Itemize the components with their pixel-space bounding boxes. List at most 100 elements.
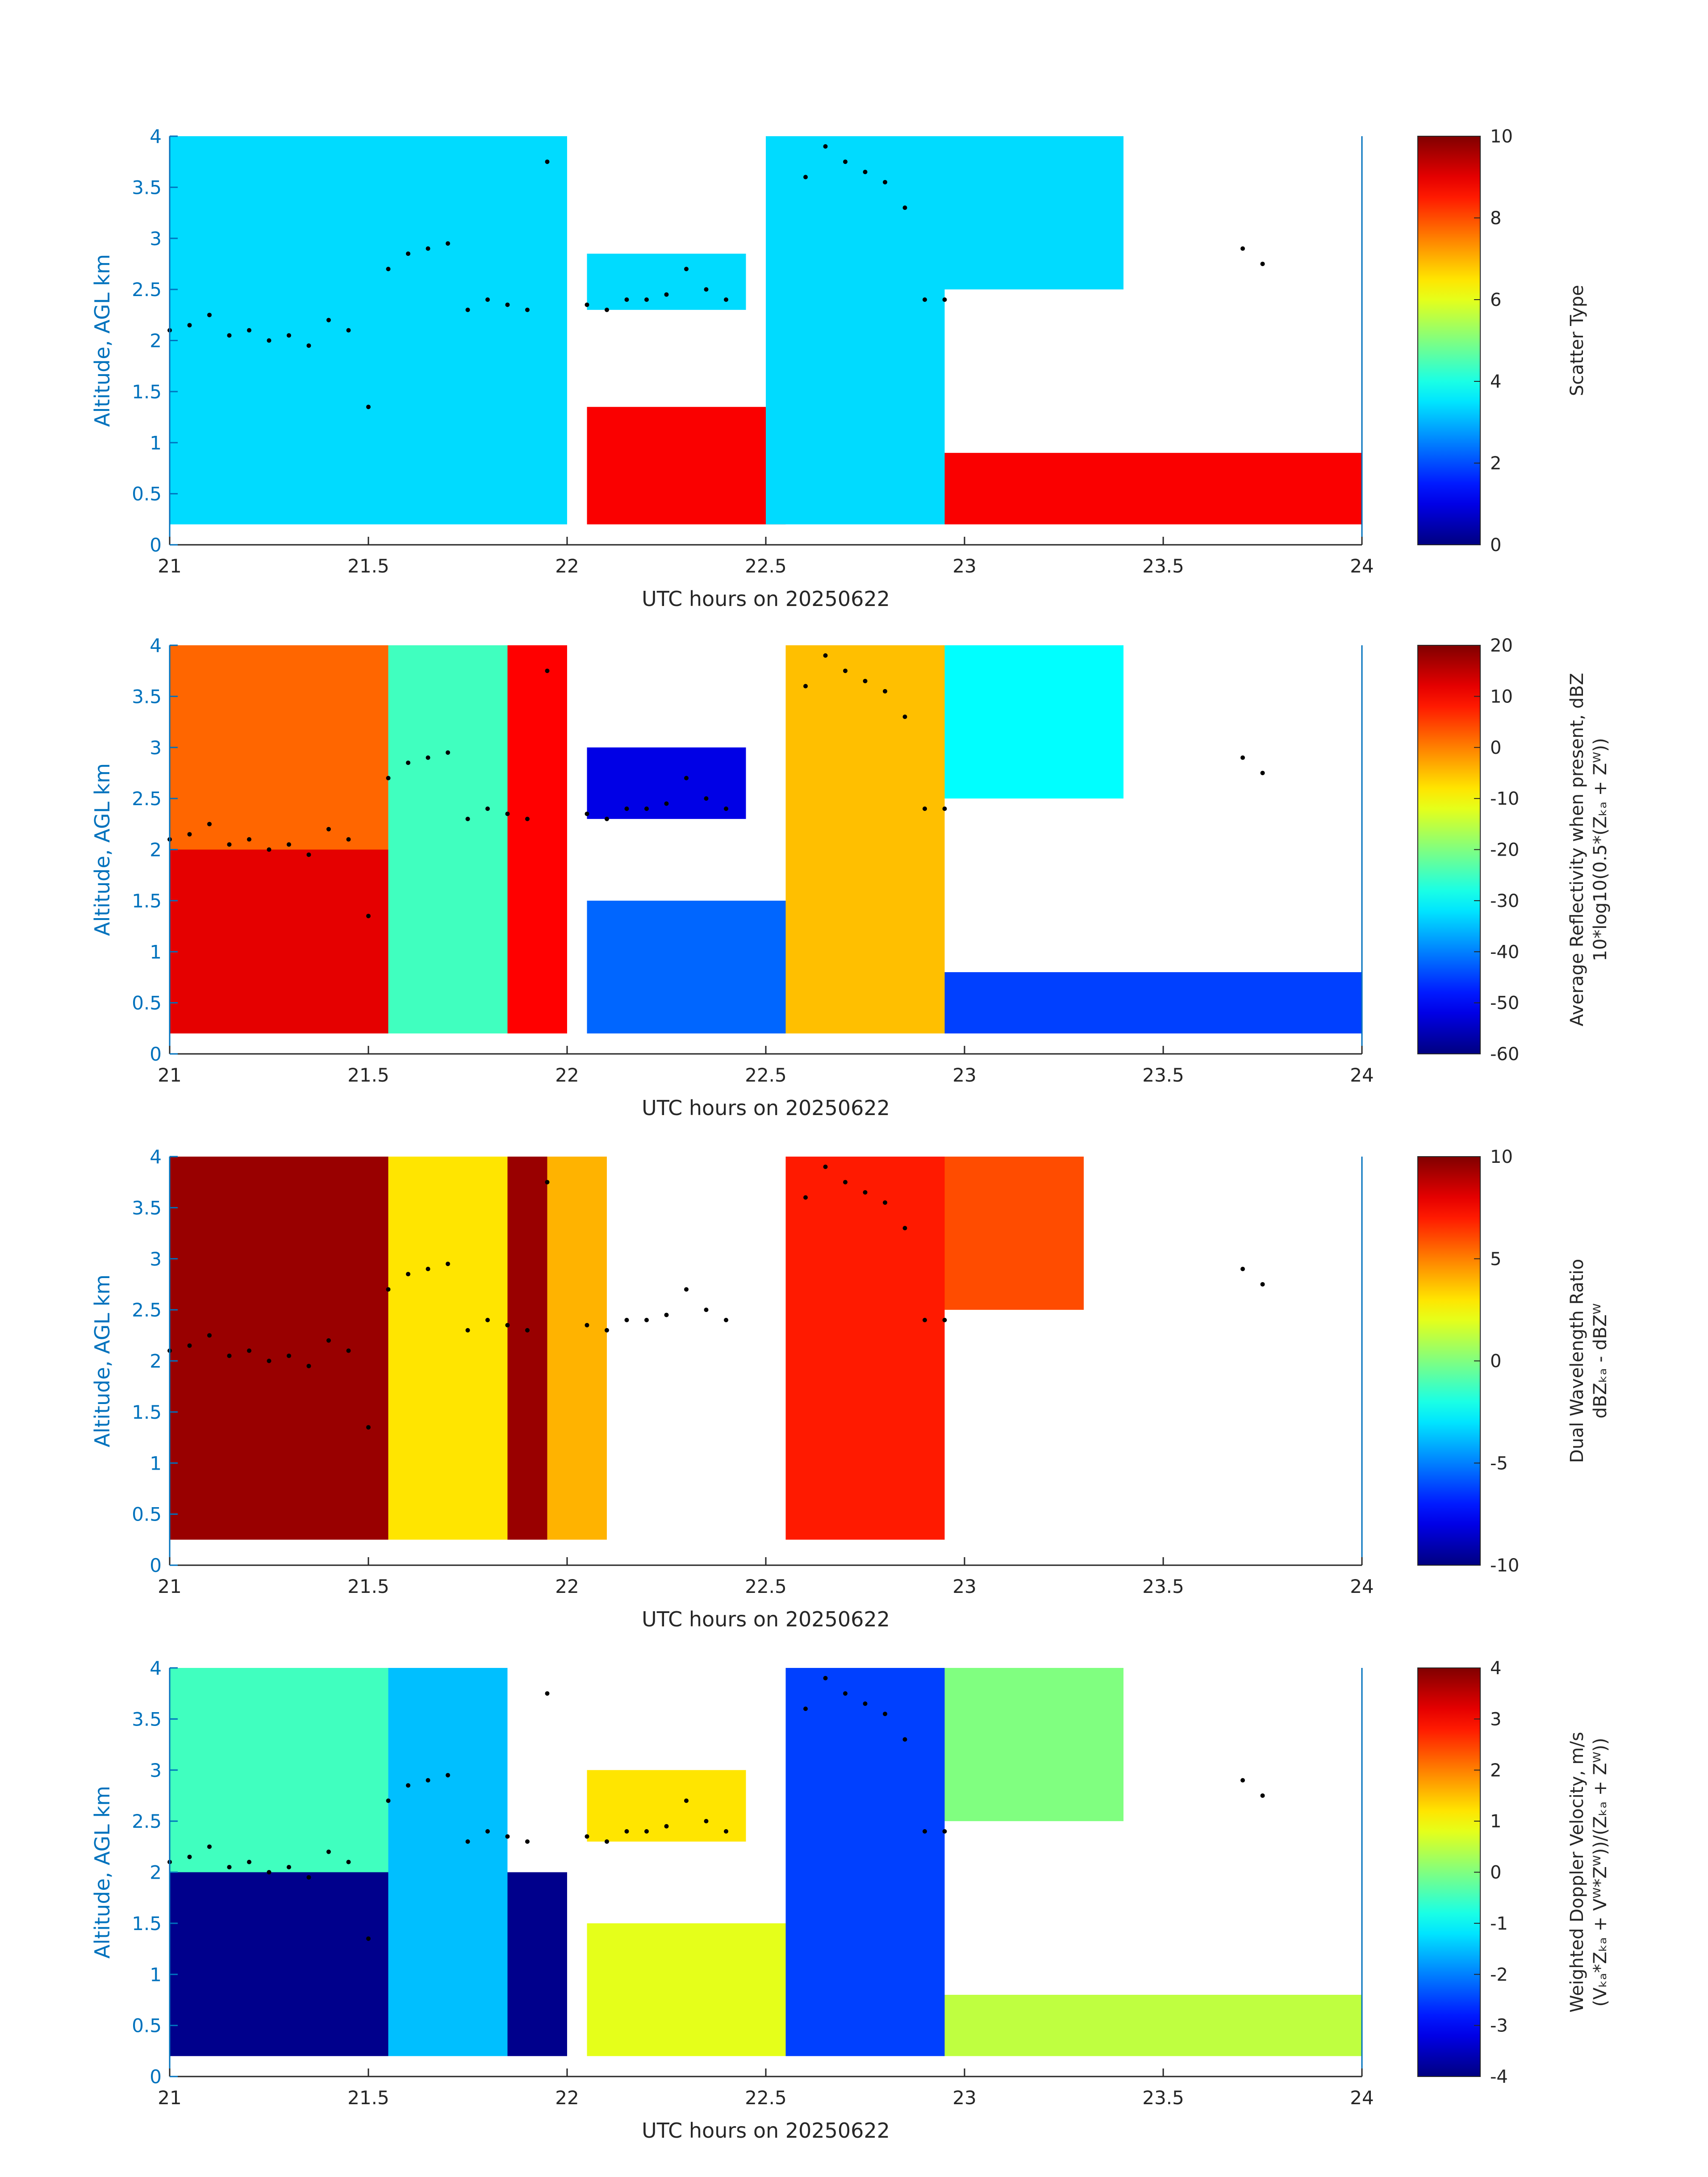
- y-tick-label: 1: [150, 941, 162, 963]
- cloud-top-marker: [505, 811, 510, 816]
- data-region-2: [388, 1157, 508, 1540]
- y-tick-label: 1.5: [132, 890, 162, 912]
- cloud-top-marker: [843, 669, 848, 673]
- cloud-top-marker: [704, 1819, 709, 1824]
- colorbar-tick-label: 4: [1490, 1658, 1501, 1679]
- cloud-top-marker: [724, 806, 728, 811]
- cloud-top-marker: [207, 1844, 212, 1849]
- cloud-top-marker: [1260, 261, 1265, 266]
- cloud-top-marker: [664, 1824, 669, 1829]
- cloud-top-marker: [247, 1348, 251, 1353]
- cloud-top-marker: [525, 1839, 530, 1844]
- colorbar: [1417, 1156, 1481, 1566]
- colorbar-tick-label: -30: [1490, 891, 1519, 911]
- cloud-top-marker: [267, 847, 271, 852]
- colorbar-tick-label: -1: [1490, 1914, 1508, 1934]
- y-axis-label: Altitude, AGL km: [90, 763, 114, 936]
- x-tick-label: 24: [1350, 2087, 1374, 2109]
- data-region-5: [587, 1770, 746, 1842]
- cloud-top-marker: [724, 1829, 728, 1834]
- cloud-top-marker: [406, 1783, 410, 1788]
- colorbar-tick-label: 0: [1490, 535, 1501, 556]
- cloud-top-marker: [485, 297, 490, 302]
- y-tick-label: 1: [150, 1452, 162, 1474]
- cloud-top-marker: [644, 1318, 649, 1322]
- cloud-top-marker: [1240, 1266, 1245, 1271]
- cloud-top-marker: [346, 1859, 351, 1864]
- colorbar-label: Dual Wavelength Ratio: [1567, 1259, 1587, 1463]
- cloud-top-marker: [823, 653, 828, 658]
- x-tick-label: 23: [952, 2087, 976, 2109]
- heatmap-panel-1: 21 21.5 22 22.5 23 23.5 2400.511.522.533.54UTC…: [90, 125, 1587, 611]
- cloud-top-marker: [605, 816, 609, 821]
- cloud-top-marker: [942, 1829, 947, 1834]
- data-region-3: [388, 1668, 508, 2056]
- data-region-4: [766, 136, 945, 525]
- cloud-top-marker: [187, 832, 192, 837]
- y-axis-label: Altitude, AGL km: [90, 1786, 114, 1959]
- cloud-top-marker: [267, 1358, 271, 1363]
- cloud-top-marker: [287, 1865, 291, 1870]
- x-tick-label: 21: [158, 2087, 181, 2109]
- cloud-top-marker: [247, 1859, 251, 1864]
- cloud-top-marker: [545, 669, 550, 673]
- cloud-top-marker: [326, 318, 331, 322]
- y-tick-label: 4: [150, 635, 162, 656]
- cloud-top-marker: [724, 1318, 728, 1322]
- cloud-top-marker: [624, 806, 629, 811]
- cloud-top-marker: [346, 1348, 351, 1353]
- y-tick-label: 2.5: [132, 788, 162, 810]
- x-tick-label: 22: [555, 555, 579, 577]
- cloud-top-marker: [326, 1338, 331, 1343]
- data-region-3: [388, 645, 508, 1034]
- cloud-top-marker: [306, 343, 311, 348]
- cloud-top-marker: [326, 827, 331, 832]
- data-region-9: [944, 645, 1123, 799]
- y-tick-label: 0: [150, 1043, 162, 1065]
- y-tick-label: 3.5: [132, 685, 162, 707]
- cloud-top-marker: [942, 806, 947, 811]
- x-tick-label: 22: [555, 1575, 579, 1597]
- cloud-top-marker: [883, 1200, 887, 1205]
- cloud-top-marker: [406, 1272, 410, 1277]
- y-tick-label: 2: [150, 839, 162, 861]
- data-region-1: [170, 1157, 388, 1540]
- cloud-top-marker: [823, 1676, 828, 1680]
- cloud-top-marker: [624, 1318, 629, 1322]
- cloud-top-marker: [902, 715, 907, 719]
- cloud-top-marker: [1260, 1282, 1265, 1287]
- y-tick-label: 0.5: [132, 2015, 162, 2037]
- x-tick-label: 24: [1350, 1575, 1374, 1597]
- cloud-top-marker: [426, 1266, 430, 1271]
- cloud-top-marker: [306, 1875, 311, 1880]
- cloud-top-marker: [446, 750, 450, 755]
- cloud-top-marker: [644, 806, 649, 811]
- cloud-top-marker: [386, 1287, 391, 1292]
- cloud-top-marker: [605, 1328, 609, 1333]
- cloud-top-marker: [863, 170, 868, 175]
- colorbar: [1417, 645, 1481, 1054]
- data-region-2: [170, 1872, 388, 2056]
- cloud-top-marker: [823, 1164, 828, 1169]
- cloud-top-marker: [923, 1318, 927, 1322]
- cloud-top-marker: [386, 1798, 391, 1803]
- y-tick-label: 2: [150, 330, 162, 352]
- cloud-top-marker: [843, 159, 848, 164]
- cloud-top-marker: [207, 1333, 212, 1338]
- data-region-4: [507, 645, 567, 1034]
- cloud-top-marker: [624, 1829, 629, 1834]
- cloud-top-marker: [545, 1691, 550, 1696]
- y-tick-label: 3: [150, 1248, 162, 1270]
- colorbar-tick-label: -2: [1490, 1964, 1508, 1985]
- cloud-top-marker: [902, 1737, 907, 1742]
- y-tick-label: 3: [150, 228, 162, 250]
- x-tick-label: 21.5: [347, 555, 389, 577]
- y-tick-label: 2.5: [132, 1810, 162, 1832]
- cloud-top-marker: [1260, 1793, 1265, 1798]
- cloud-top-marker: [902, 205, 907, 210]
- y-tick-label: 2.5: [132, 279, 162, 301]
- data-region-5: [587, 747, 746, 819]
- y-tick-label: 0: [150, 1554, 162, 1576]
- cloud-top-marker: [545, 1180, 550, 1185]
